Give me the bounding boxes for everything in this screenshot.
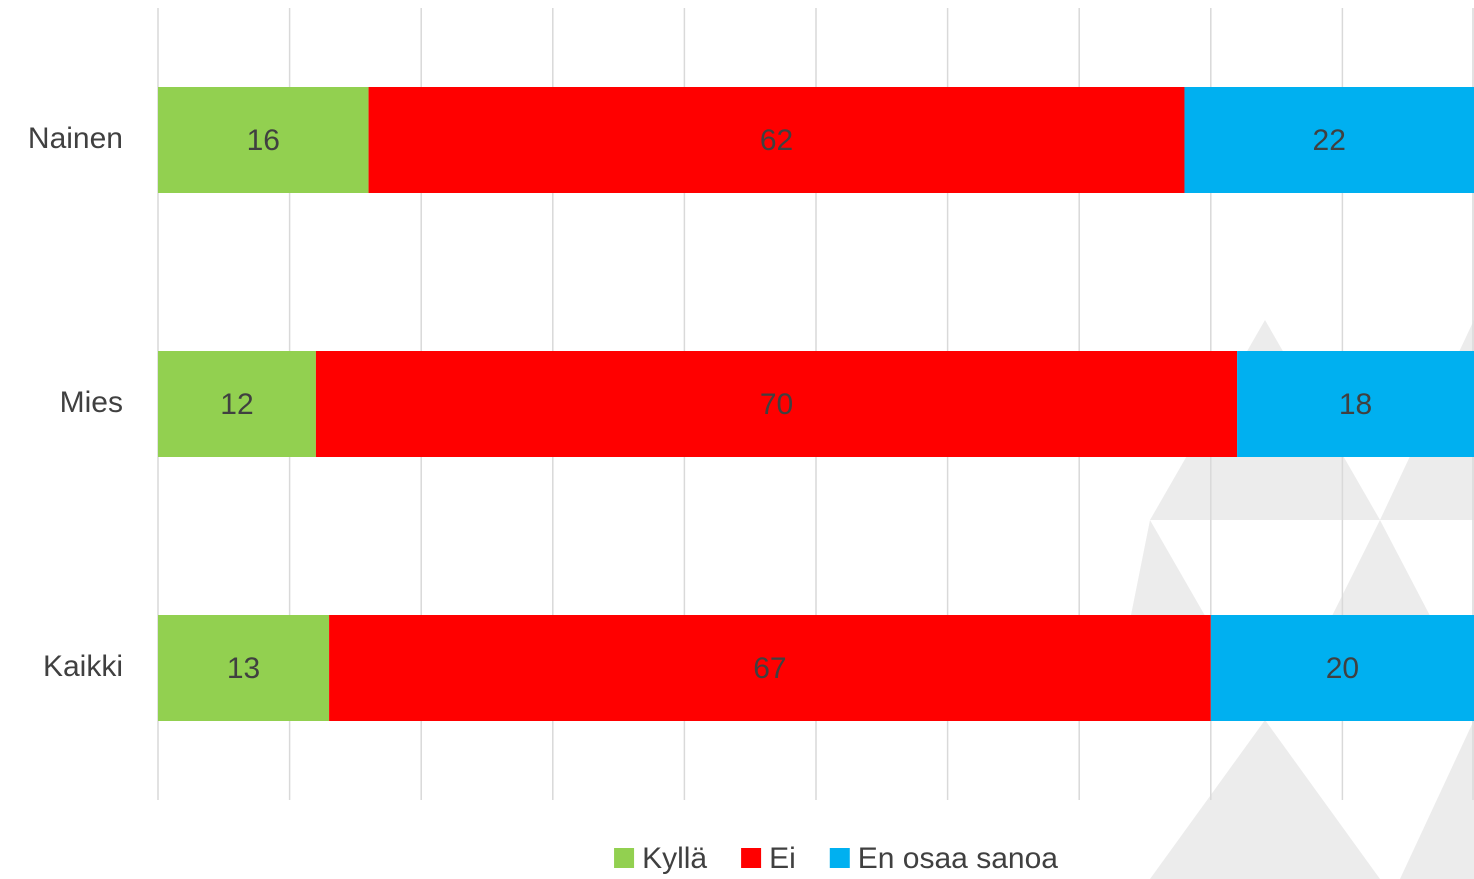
- value-label: 67: [753, 652, 786, 685]
- bar-segment: [158, 87, 369, 193]
- value-label: 18: [1339, 388, 1372, 421]
- value-label: 13: [227, 652, 260, 685]
- bar-segment: [329, 615, 1211, 721]
- value-label: 22: [1313, 124, 1346, 157]
- value-label: 16: [247, 124, 280, 157]
- legend-swatch: [614, 848, 635, 868]
- value-label: 12: [220, 388, 253, 421]
- bar-segment: [1210, 615, 1474, 721]
- bar-segment: [368, 87, 1185, 193]
- legend-swatch: [829, 848, 850, 868]
- bar-segment: [315, 351, 1238, 457]
- value-label: 20: [1326, 652, 1359, 685]
- bar-segment: [158, 351, 316, 457]
- bar-segment: [1184, 87, 1474, 193]
- category-label: Nainen: [28, 122, 123, 155]
- category-label: Mies: [60, 386, 123, 419]
- legend-label: En osaa sanoa: [858, 842, 1058, 875]
- value-label: 62: [760, 124, 793, 157]
- bar-segment: [158, 615, 330, 721]
- category-label: Kaikki: [43, 650, 123, 683]
- legend-label: Ei: [769, 842, 796, 875]
- value-label: 70: [760, 388, 793, 421]
- legend-swatch: [741, 848, 762, 868]
- legend-label: Kyllä: [642, 842, 707, 875]
- bar-segment: [1237, 351, 1474, 457]
